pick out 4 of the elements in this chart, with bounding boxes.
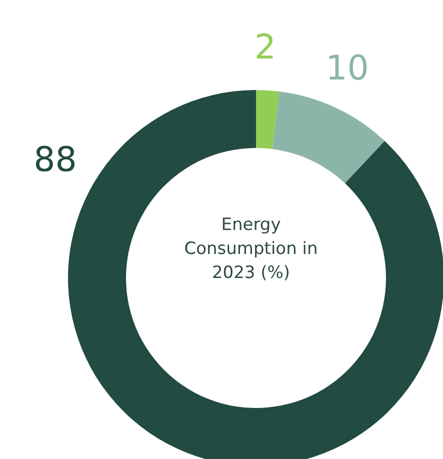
data-label: 2	[254, 27, 276, 68]
data-label: 10	[326, 48, 369, 89]
data-label: 88	[34, 140, 77, 180]
text: Energy Consumption in 2023 (%)	[183, 214, 319, 285]
